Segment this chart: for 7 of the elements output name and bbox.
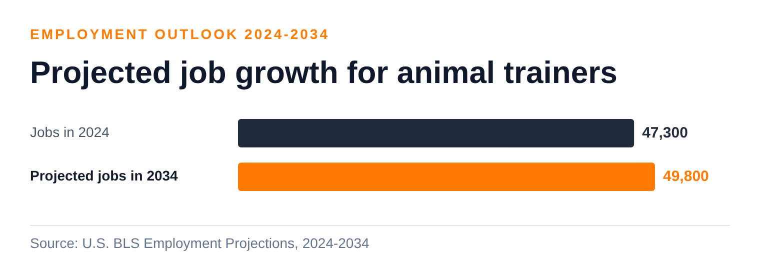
data-label: 47,300 <box>642 124 688 142</box>
data-label: 49,800 <box>663 168 709 185</box>
chart-title: Projected job growth for animal trainers <box>30 55 618 91</box>
source-note: Source: U.S. BLS Employment Projections, 2024-2034 <box>30 235 370 251</box>
chart-subtitle: EMPLOYMENT OUTLOOK 2024-2034 <box>30 26 330 42</box>
y-tick-label: Projected jobs in 2034 <box>30 168 178 184</box>
y-tick-label: Jobs in 2024 <box>30 124 110 140</box>
